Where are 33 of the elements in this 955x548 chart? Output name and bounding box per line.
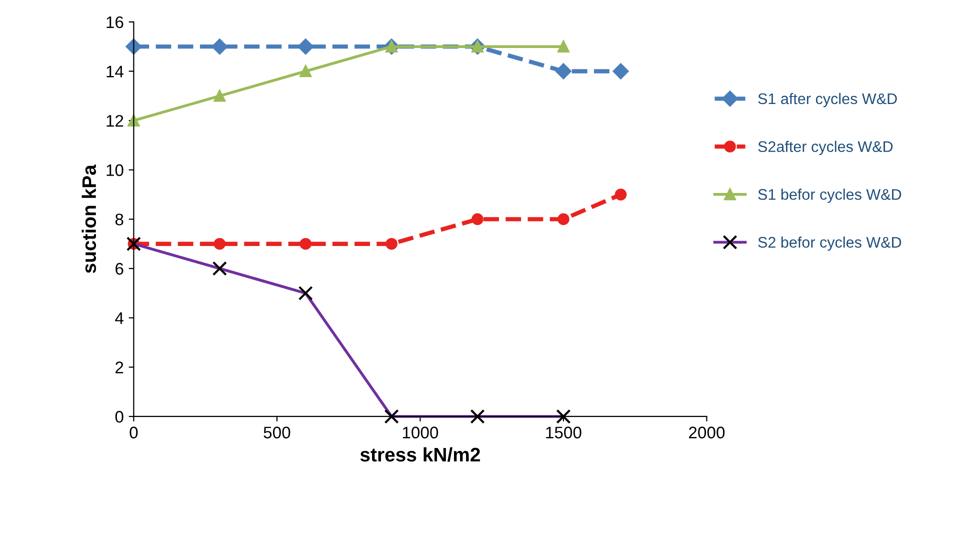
point — [612, 63, 629, 80]
point — [556, 63, 572, 80]
point — [386, 238, 398, 250]
point — [558, 40, 570, 52]
point — [300, 65, 312, 78]
point — [214, 90, 226, 102]
point — [298, 38, 314, 54]
legend-label: S2after cycles W&D — [758, 140, 893, 156]
point — [472, 213, 484, 226]
point — [212, 38, 228, 54]
y-tick-label: 6 — [116, 262, 124, 275]
y-tick-label: 10 — [106, 164, 124, 176]
y-tick-label: 2 — [116, 362, 124, 374]
legend-label: S2 befor cycles W&D — [758, 236, 902, 251]
point — [558, 213, 570, 226]
y-tick-label: 12 — [106, 114, 124, 127]
point — [614, 188, 627, 200]
x-tick-label: 0 — [130, 426, 138, 438]
legend-label: S1 after cycles W&D — [758, 92, 897, 108]
y-tick-label: 14 — [106, 66, 124, 78]
point — [214, 238, 226, 250]
x-tick-label: 1000 — [402, 426, 438, 438]
point — [300, 238, 312, 250]
y-tick-label: 4 — [115, 312, 124, 324]
y-tick-label: 16 — [106, 16, 124, 28]
y-tick-label: 0 — [115, 410, 124, 423]
legend-label: S1 befor cycles W&D — [758, 188, 902, 203]
x-tick-label: 500 — [264, 426, 290, 438]
y-tick-label: 8 — [115, 214, 124, 226]
x-tick-label: 1500 — [546, 426, 582, 438]
x-axis-title: stress kN/m2 — [360, 447, 480, 462]
x-tick-label: 2000 — [689, 426, 725, 438]
y-axis-title: suction kPa — [82, 164, 96, 274]
